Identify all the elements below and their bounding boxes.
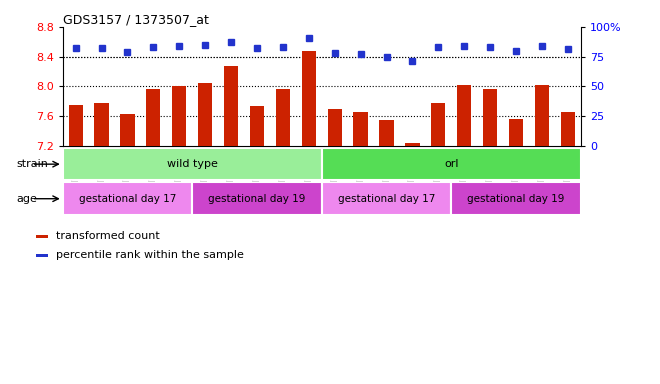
Bar (224, 66, 238, 146)
Bar (321, 182, 451, 215)
Bar (457, 85, 471, 146)
Bar (36, 235, 48, 238)
Bar (379, 120, 393, 146)
Bar (63, 148, 321, 180)
Text: gestational day 19: gestational day 19 (209, 194, 306, 204)
Bar (276, 89, 290, 146)
Bar (354, 113, 368, 146)
Bar (120, 114, 135, 146)
Bar (302, 51, 316, 146)
Text: GDS3157 / 1373507_at: GDS3157 / 1373507_at (63, 13, 209, 26)
Text: gestational day 17: gestational day 17 (79, 194, 176, 204)
Bar (250, 106, 264, 146)
Bar (172, 86, 186, 146)
Bar (327, 109, 342, 146)
Bar (535, 85, 549, 146)
Bar (431, 103, 446, 146)
Text: strain: strain (16, 159, 48, 169)
Bar (63, 182, 192, 215)
Bar (36, 254, 48, 257)
Text: gestational day 19: gestational day 19 (467, 194, 565, 204)
Bar (483, 89, 497, 146)
Text: transformed count: transformed count (56, 231, 160, 241)
Bar (451, 182, 581, 215)
Bar (192, 182, 321, 215)
Bar (69, 105, 82, 146)
Text: percentile rank within the sample: percentile rank within the sample (56, 250, 244, 260)
Text: age: age (16, 194, 38, 204)
Bar (94, 103, 109, 146)
Bar (321, 148, 581, 180)
Bar (147, 89, 160, 146)
Text: gestational day 17: gestational day 17 (338, 194, 435, 204)
Bar (405, 143, 420, 146)
Bar (509, 119, 523, 146)
Bar (198, 83, 213, 146)
Text: wild type: wild type (167, 159, 218, 169)
Text: orl: orl (444, 159, 459, 169)
Bar (561, 113, 575, 146)
